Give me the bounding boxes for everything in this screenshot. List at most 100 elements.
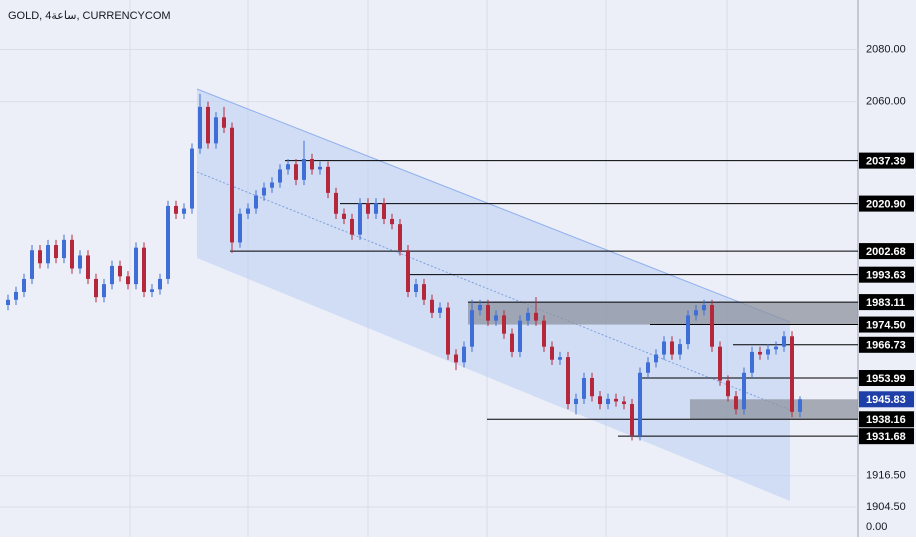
candle-body [494,315,498,321]
level-label-box [859,266,914,283]
candle-body [46,245,50,264]
candle-body [278,169,282,183]
last-price-box [859,391,914,408]
candle-body [670,341,674,355]
level-label-box [859,336,914,353]
candle-body [750,351,754,373]
candle-body [606,398,610,405]
candle-body [198,106,202,149]
candle-body [310,159,314,170]
candle-body [686,315,690,345]
candle-body [126,276,130,285]
candle-body [558,357,562,360]
candle-body [110,265,114,285]
level-label-box [859,428,914,445]
candle-body [430,299,434,313]
candle-body [166,205,170,279]
y-tick-label: 2060.00 [866,96,906,108]
last-price-label: 1945.83 [866,394,906,406]
candle-body [630,404,634,436]
candle-body [454,354,458,363]
candle-body [334,192,338,214]
candle-body [326,166,330,193]
candle-body [358,203,362,235]
candle-body [774,346,778,350]
candle-body [542,320,546,347]
candle-body [150,289,154,292]
candle-body [646,362,650,373]
candle-body [294,164,298,180]
candle-body [502,315,506,334]
level-label: 1974.50 [866,319,906,331]
candle-body [102,284,106,298]
candle-body [246,208,250,214]
candle-body [6,299,10,305]
candle-body [758,351,762,355]
y-tick-label: 1916.50 [866,470,906,482]
candle-body [414,284,418,292]
candle-body [422,284,426,300]
level-label: 1983.11 [866,297,905,309]
level-label: 1931.68 [866,431,906,443]
candle-body [222,117,226,128]
candle-body [78,255,82,269]
candle-body [270,182,274,188]
candle-body [478,304,482,311]
candle-body [182,208,186,214]
level-label-box [859,370,914,387]
level-label-box [859,152,914,169]
candle-body [582,377,586,399]
candle-body [510,333,514,352]
candle-body [302,159,306,180]
candle-body [614,398,618,402]
candle-body [398,224,402,251]
candle-body [486,304,490,321]
chart-title: GOLD, 4ساعة, CURRENCYCOM [8,10,171,22]
candle-body [254,195,258,209]
candle-body [94,278,98,298]
candle-body [38,250,42,264]
candle-body [462,346,466,363]
candle-body [678,344,682,355]
candle-body [382,203,386,219]
candle-body [726,380,730,397]
candle-body [174,205,178,214]
candle-body [662,341,666,355]
level-label: 2002.68 [866,246,906,258]
candle-body [206,106,210,144]
candle-body [782,336,786,347]
candle-body [374,203,378,214]
price-zone [468,302,858,325]
candle-body [142,247,146,292]
candle-body [390,218,394,225]
price-zone [690,399,858,420]
candle-body [574,398,578,405]
candle-body [550,346,554,360]
level-label: 1953.99 [866,373,906,385]
candle-body [214,117,218,144]
candle-body [70,239,74,269]
level-label-box [859,316,914,333]
level-label-box [859,195,914,212]
candle-body [438,307,442,313]
candle-body [30,250,34,279]
candle-body [118,265,122,277]
candle-body [366,203,370,214]
candle-body [470,310,474,347]
level-label: 2020.90 [866,198,906,210]
candle-body [598,396,602,405]
y-tick-label: 1904.50 [866,501,906,513]
level-label: 1993.63 [866,270,906,282]
candle-body [566,357,570,405]
candle-body [54,245,58,259]
level-label-box [859,294,914,311]
candle-body [350,218,354,235]
candle-body [798,399,802,412]
candle-body [702,304,706,311]
candle-body [262,187,266,196]
level-label: 1966.73 [866,340,906,352]
level-label-box [859,411,914,428]
candle-body [518,320,522,352]
